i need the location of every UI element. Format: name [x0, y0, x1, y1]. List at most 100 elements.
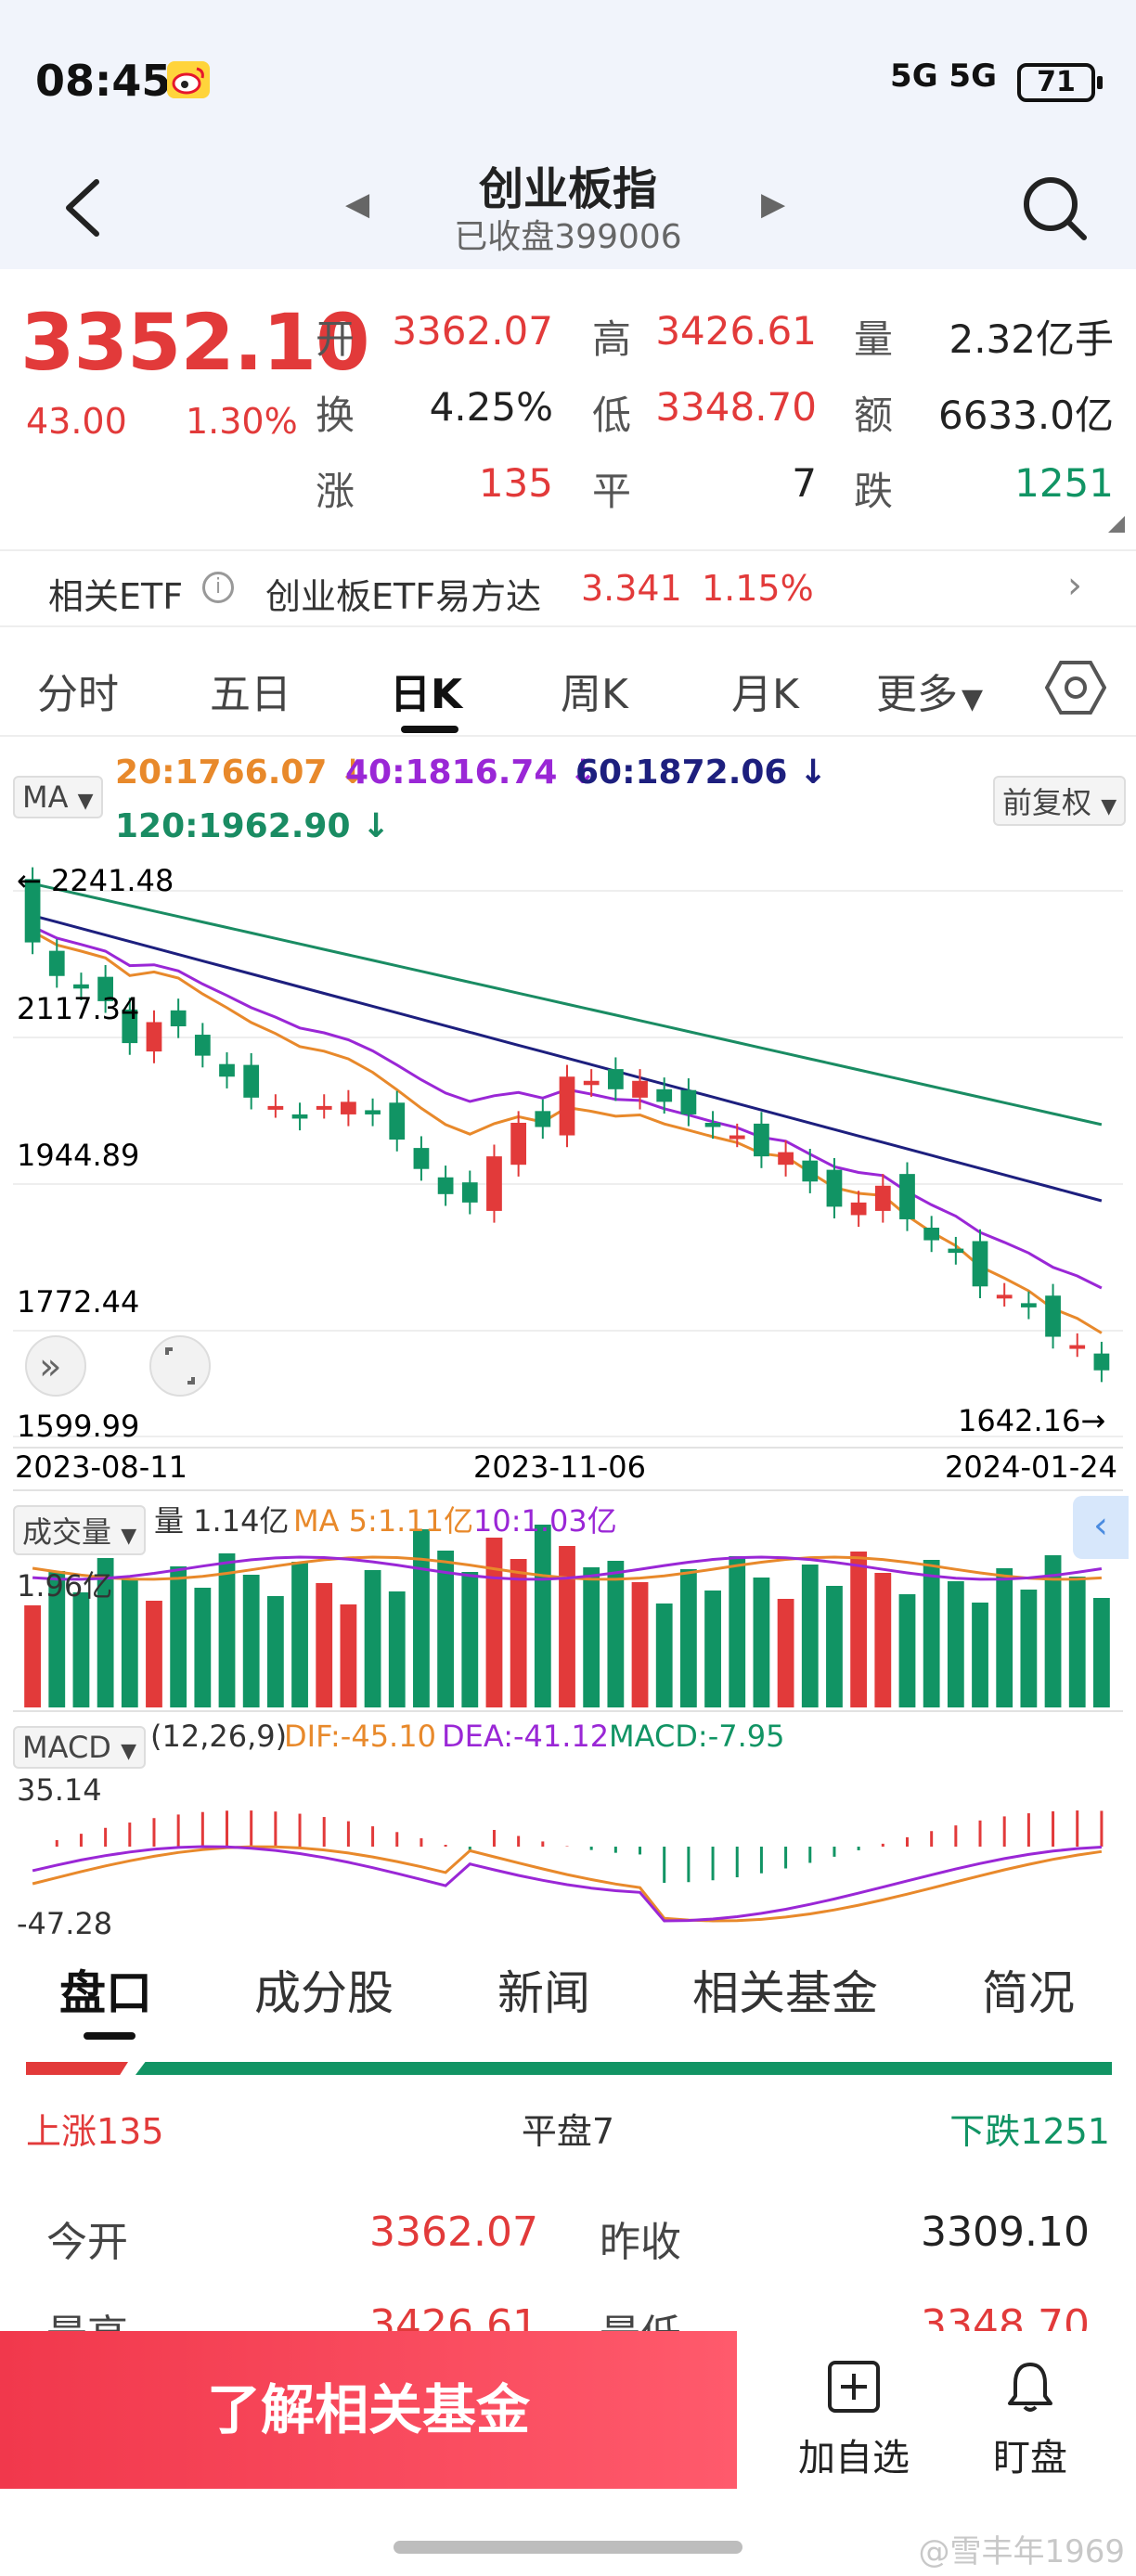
tab-profile[interactable]: 简况 [982, 1966, 1075, 2020]
back-arrow-icon[interactable] [56, 174, 111, 241]
candle-21 [535, 1111, 551, 1127]
macd-selector[interactable]: MACD ▼ [13, 1726, 147, 1769]
volume-bar-9 [242, 1575, 260, 1707]
ma40-label: 40:1816.74 ↓ [345, 753, 598, 792]
expand-quote-icon[interactable] [1108, 516, 1125, 533]
tab-constituents[interactable]: 成分股 [254, 1966, 394, 2020]
candle-28 [704, 1122, 721, 1127]
quote-label-0-1: 高 [592, 316, 632, 362]
candle-39 [972, 1241, 988, 1287]
tab-news[interactable]: 新闻 [497, 1966, 590, 2020]
macd-lines [32, 1845, 1103, 1923]
tab-monthly-k[interactable]: 月K [731, 671, 799, 718]
volume-bar-16 [413, 1529, 430, 1707]
next-index-icon[interactable]: ▶ [761, 186, 786, 223]
tab-related-funds[interactable]: 相关基金 [692, 1966, 878, 2020]
ma-selector[interactable]: MA ▼ [13, 776, 103, 818]
quote-value-1-0: 4.25% [429, 384, 553, 430]
volume-bar-2 [72, 1592, 90, 1707]
candle-13 [341, 1101, 356, 1114]
candle-19 [486, 1156, 502, 1211]
volume-bar-12 [316, 1583, 333, 1707]
home-indicator[interactable] [394, 2541, 742, 2554]
chevron-right-icon[interactable]: › [1067, 564, 1082, 607]
volume-bar-23 [583, 1567, 600, 1707]
quote-value-2-2: 1251 [1014, 460, 1114, 506]
volume-bar-22 [559, 1546, 575, 1707]
candle-7 [194, 1035, 211, 1056]
quote-label-2-0: 涨 [316, 469, 355, 514]
add-watchlist-button[interactable]: 加自选 [789, 2359, 919, 2481]
candle-35 [874, 1185, 891, 1211]
volume-bar-7 [194, 1588, 212, 1707]
candle-3 [97, 976, 113, 1001]
volume-bar-42 [1044, 1555, 1062, 1707]
related-etf-row[interactable]: 相关ETF i 创业板ETF易方达 3.341 1.15% › [0, 549, 1136, 627]
volume-ma10: 10:1.03亿 [473, 1503, 617, 1539]
quote-label-1-0: 换 [316, 393, 355, 438]
volume-bar-8 [218, 1553, 236, 1707]
macd-dif: DIF:-45.10 [284, 1719, 436, 1754]
candle-30 [754, 1123, 769, 1157]
tab-more[interactable]: 更多 ▼ [876, 661, 983, 720]
candle-16 [413, 1148, 430, 1169]
tab-handicap[interactable]: 盘口 [59, 1966, 152, 2020]
volume-bar-27 [679, 1569, 697, 1707]
tab-daily-k[interactable]: 日K [390, 671, 463, 718]
ma-line-2 [32, 914, 1103, 1203]
volume-bar-13 [340, 1604, 357, 1707]
volume-bar-29 [729, 1556, 746, 1707]
quote-value-1-1: 3348.70 [655, 384, 817, 430]
volume-bars [24, 1525, 1110, 1707]
tab-weekly-k[interactable]: 周K [561, 671, 628, 718]
flat-count: 平盘7 [521, 2111, 615, 2152]
quote-value-0-2: 2.32亿手 [949, 316, 1114, 362]
candle-44 [1093, 1353, 1110, 1371]
open-label: 今开 [46, 2219, 128, 2266]
volume-ma5: MA 5:1.11亿 [293, 1503, 473, 1539]
etf-change-pct: 1.15% [702, 568, 814, 609]
monitor-button[interactable]: 盯盘 [965, 2359, 1095, 2481]
volume-bar-15 [388, 1591, 406, 1707]
macd-top-label: 35.14 [17, 1772, 102, 1808]
header: ◀ 创业板指 已收盘399006 ▶ [0, 148, 1136, 269]
side-panel-toggle[interactable]: ‹ [1073, 1496, 1129, 1559]
volume-top-label: 1.96亿 [17, 1568, 112, 1604]
candle-32 [802, 1160, 819, 1182]
tab-five-day[interactable]: 五日 [210, 671, 291, 718]
volume-bar-28 [704, 1591, 721, 1707]
macd-params: (12,26,9) [150, 1719, 287, 1754]
volume-bar-14 [364, 1570, 381, 1707]
ma60-label: 60:1872.06 ↓ [575, 753, 828, 792]
adjust-selector[interactable]: 前复权 ▼ [993, 776, 1127, 826]
fullscreen-button[interactable] [149, 1335, 211, 1397]
date-end: 2024-01-24 [945, 1449, 1117, 1485]
candle-14 [365, 1110, 381, 1114]
learn-funds-button[interactable]: 了解相关基金 [0, 2331, 737, 2489]
volume-bar-25 [631, 1582, 649, 1707]
candle-0 [24, 879, 41, 943]
y-label-min: 1599.99 [17, 1409, 139, 1444]
volume-selector[interactable]: 成交量 ▼ [13, 1505, 147, 1555]
volume-bar-32 [801, 1565, 819, 1707]
tab-intraday[interactable]: 分时 [37, 671, 119, 718]
prev-close-value: 3309.10 [921, 2209, 1090, 2256]
volume-bar-35 [874, 1573, 892, 1707]
date-start: 2023-08-11 [15, 1449, 187, 1485]
prev-close-label: 昨收 [600, 2219, 681, 2266]
info-tabs: 盘口 成分股 新闻 相关基金 简况 [0, 1949, 1136, 2040]
volume-bar-19 [485, 1538, 503, 1707]
search-icon[interactable] [1019, 173, 1090, 243]
volume-bar-41 [1020, 1590, 1038, 1707]
quote-label-2-1: 平 [592, 469, 632, 514]
price-change: 43.00 [26, 401, 127, 442]
settings-icon[interactable] [1045, 657, 1106, 718]
etf-label: 相关ETF [48, 576, 184, 617]
macd-dea: DEA:-41.12 [442, 1719, 609, 1754]
prev-index-icon[interactable]: ◀ [345, 186, 370, 223]
candle-22 [559, 1076, 575, 1136]
expand-chart-button[interactable]: » [25, 1335, 86, 1397]
info-icon[interactable]: i [202, 572, 234, 603]
kline-chart[interactable]: ← 2241.48 2117.34 1944.89 1772.44 1599.9… [0, 854, 1136, 1949]
candle-38 [948, 1248, 964, 1254]
